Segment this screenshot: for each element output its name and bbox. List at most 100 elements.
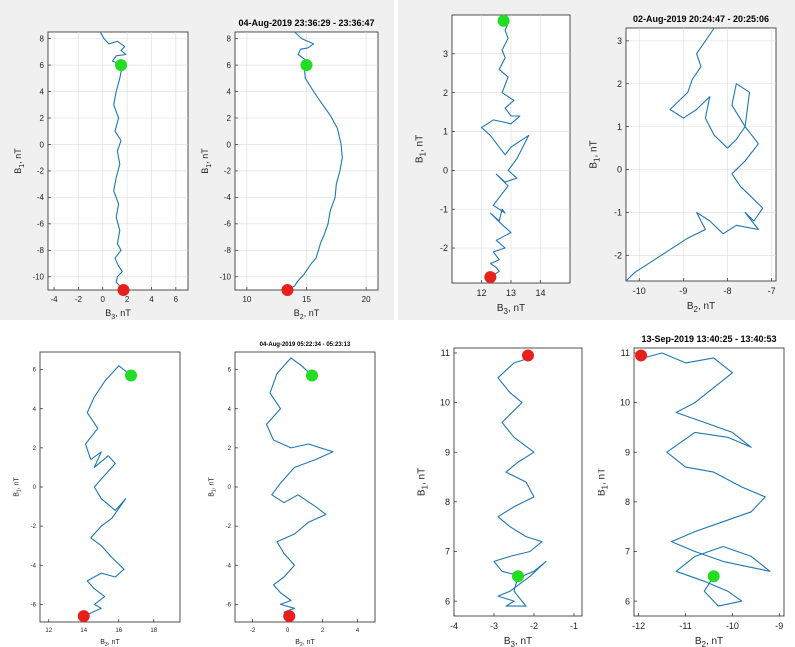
y-tick-label: 6 <box>33 368 37 374</box>
y-tick-label: 1 <box>617 122 622 132</box>
y-tick-label: 2 <box>443 88 448 98</box>
y-tick-label: 8 <box>227 34 232 43</box>
x-axis-label: B2, nT <box>294 308 320 320</box>
x-tick-label: -10 <box>633 286 646 296</box>
trajectory-line <box>480 22 530 280</box>
y-axis-label: B1, nT <box>13 477 22 497</box>
y-axis-label: B1, nT <box>200 148 213 174</box>
y-tick-label: 9 <box>445 447 450 457</box>
y-tick-label: -2 <box>31 524 37 530</box>
y-tick-label: -4 <box>37 193 45 202</box>
start-marker <box>115 59 128 72</box>
chart-panel-6: -2 0 2 4 -6 -4 -2 0 2 4 6 B2, nT B1, nT 04-Aug-2019 0… <box>208 342 376 647</box>
trajectory-line <box>643 352 771 607</box>
y-tick-label: 0 <box>443 166 448 176</box>
grid <box>235 32 378 290</box>
chart-title: 04-Aug-2019 23:36:29 - 23:36:47 <box>238 18 374 28</box>
y-tick-label: 2 <box>33 446 37 452</box>
y-tick-label: 6 <box>625 596 630 606</box>
y-tick-label: 11 <box>621 348 630 358</box>
y-tick-label: -2 <box>614 250 622 260</box>
start-marker <box>497 14 510 27</box>
grid <box>452 15 570 283</box>
end-marker <box>281 284 294 296</box>
grid <box>626 28 776 281</box>
y-tick-label: 3 <box>617 36 622 46</box>
x-tick-label: -9 <box>679 286 687 296</box>
x-axis-label: B3, nT <box>105 308 131 320</box>
quadrant-bottom-right: -4 -3 -2 -1 6 7 8 9 10 11 B3, nT B1, nT -12 -11 -10 -9… <box>398 330 795 647</box>
y-tick-label: 6 <box>40 61 45 70</box>
plot-area <box>47 31 189 291</box>
plot-area <box>633 347 785 617</box>
y-tick-label: 2 <box>227 114 232 123</box>
y-tick-label: 6 <box>227 61 232 70</box>
x-tick-label: 15 <box>302 295 311 304</box>
y-tick-label: 6 <box>445 596 450 606</box>
y-tick-label: 4 <box>33 407 37 413</box>
y-tick-label: 0 <box>617 165 622 175</box>
x-axis-label: B3, nT <box>100 639 120 647</box>
chart-panel-2: 10 15 20 -10 -8 -6 -4 -2 0 2 4 6 8 B2, nT B1, nT 04-Aug… <box>200 18 379 320</box>
y-tick-label: -4 <box>226 563 232 569</box>
x-tick-label: -2 <box>75 295 83 304</box>
y-axis-label: B1, nT <box>417 468 430 496</box>
x-tick-label: 6 <box>174 295 179 304</box>
end-marker <box>77 610 90 623</box>
y-tick-label: -8 <box>37 246 45 255</box>
x-axis-label: B3, nT <box>504 636 532 647</box>
x-tick-label: 2 <box>125 295 130 304</box>
x-tick-label: 12 <box>476 288 486 298</box>
x-tick-label: 14 <box>80 628 87 634</box>
y-tick-label: -2 <box>440 243 448 253</box>
y-tick-label: 4 <box>228 407 232 413</box>
x-tick-label: -11 <box>679 621 691 631</box>
y-tick-label: 0 <box>33 485 37 491</box>
x-axis-label: B2, nT <box>695 636 723 647</box>
x-axis-label: B2, nT <box>295 639 315 647</box>
y-tick-label: 0 <box>228 485 232 491</box>
x-tick-label: 4 <box>149 295 154 304</box>
y-tick-label: 0 <box>40 140 45 149</box>
y-axis-label: B1, nT <box>415 135 428 163</box>
grid <box>48 32 188 290</box>
end-marker <box>522 349 534 362</box>
x-tick-label: -10 <box>726 621 739 631</box>
y-tick-label: 2 <box>228 446 232 452</box>
y-tick-label: -1 <box>614 208 622 218</box>
y-tick-label: 10 <box>440 398 450 408</box>
chart-panel-8: -12 -11 -10 -9 6 7 8 9 10 11 B2, nT B1, nT 13-Sep-20… <box>598 334 785 647</box>
y-tick-label: -6 <box>31 602 37 608</box>
trajectory-line <box>287 31 343 291</box>
y-tick-label: 10 <box>620 398 630 408</box>
y-axis-label: B1, nT <box>589 140 602 168</box>
x-tick-label: -7 <box>768 286 776 296</box>
trajectory-line <box>99 31 127 292</box>
y-tick-label: 1 <box>443 127 448 137</box>
y-tick-label: 2 <box>617 79 622 89</box>
y-tick-label: -2 <box>224 167 232 176</box>
x-tick-label: -4 <box>51 295 59 304</box>
y-tick-label: 2 <box>40 114 45 123</box>
start-marker <box>125 369 137 382</box>
y-tick-label: -4 <box>224 193 232 202</box>
x-tick-label: 0 <box>286 628 290 634</box>
x-tick-label: 10 <box>242 295 251 304</box>
y-tick-label: -6 <box>224 220 232 229</box>
x-tick-label: -1 <box>570 621 578 631</box>
y-tick-label: 4 <box>40 87 45 96</box>
end-marker <box>283 610 296 623</box>
start-marker <box>306 369 318 382</box>
plot-area <box>234 351 376 623</box>
chart-title: 02-Aug-2019 20:24:47 - 20:25:06 <box>633 14 769 24</box>
x-tick-label: 13 <box>506 288 516 298</box>
y-tick-label: 4 <box>227 87 232 96</box>
chart-title: 13-Sep-2019 13:40:25 - 13:40:53 <box>641 334 776 344</box>
x-tick-label: -4 <box>450 621 458 631</box>
plot-area <box>625 27 777 282</box>
y-axis-label: B1, nT <box>598 468 610 496</box>
y-tick-label: 8 <box>40 34 45 43</box>
y-tick-label: -2 <box>37 167 45 176</box>
end-marker <box>484 271 497 284</box>
